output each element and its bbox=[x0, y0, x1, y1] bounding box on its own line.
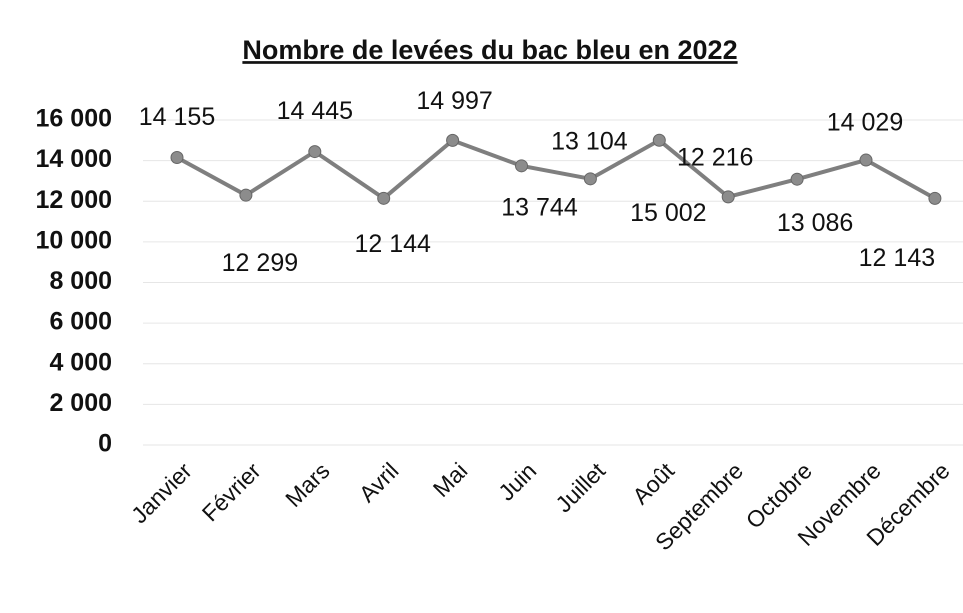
data-point bbox=[377, 191, 391, 205]
x-tick-label: Juillet bbox=[550, 457, 610, 517]
x-tick-label: Août bbox=[627, 457, 679, 509]
y-tick-label: 6 000 bbox=[49, 308, 112, 336]
data-label: 12 143 bbox=[859, 244, 935, 272]
data-point bbox=[652, 133, 666, 147]
y-tick-label: 2 000 bbox=[49, 389, 112, 417]
data-point bbox=[170, 150, 184, 164]
x-tick-label: Juin bbox=[493, 457, 541, 505]
data-label: 14 997 bbox=[416, 87, 492, 115]
data-point bbox=[515, 159, 528, 173]
x-tick-label: Avril bbox=[354, 457, 404, 507]
data-label: 13 086 bbox=[777, 209, 853, 237]
data-point bbox=[583, 172, 597, 186]
y-tick-label: 4 000 bbox=[49, 348, 112, 376]
x-tick-label: Février bbox=[197, 457, 266, 526]
data-line bbox=[176, 137, 936, 201]
data-point bbox=[859, 153, 873, 167]
y-tick-label: 16 000 bbox=[36, 105, 112, 133]
data-label: 12 144 bbox=[354, 230, 431, 258]
y-tick-label: 14 000 bbox=[36, 145, 112, 173]
data-label: 15 002 bbox=[630, 199, 706, 227]
data-point bbox=[446, 133, 460, 147]
data-label: 14 445 bbox=[277, 97, 353, 125]
data-point bbox=[721, 190, 735, 204]
y-tick-label: 10 000 bbox=[36, 226, 112, 254]
y-tick-label: 8 000 bbox=[49, 267, 112, 295]
data-point bbox=[790, 172, 804, 186]
data-label: 14 029 bbox=[827, 109, 903, 137]
data-point bbox=[928, 191, 942, 205]
y-tick-label: 0 bbox=[98, 430, 112, 458]
data-label: 12 216 bbox=[677, 143, 753, 171]
data-label: 13 744 bbox=[501, 193, 578, 221]
y-tick-label: 12 000 bbox=[36, 186, 112, 214]
data-label: 12 299 bbox=[222, 249, 298, 277]
data-label: 13 104 bbox=[551, 127, 628, 155]
x-tick-label: Mars bbox=[280, 457, 335, 512]
chart-title: Nombre de levées du bac bleu en 2022 bbox=[242, 35, 737, 65]
data-point bbox=[239, 188, 253, 202]
data-label: 14 155 bbox=[139, 103, 215, 131]
x-tick-label: Janvier bbox=[126, 457, 197, 528]
data-point bbox=[308, 145, 322, 159]
x-tick-label: Mai bbox=[428, 457, 473, 502]
